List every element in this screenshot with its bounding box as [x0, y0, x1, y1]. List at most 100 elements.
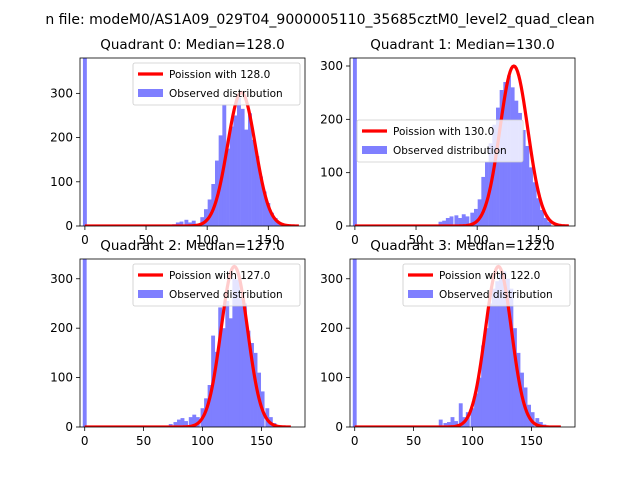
hist-bar [458, 403, 463, 427]
legend-box [132, 62, 301, 106]
x-tick-label: 150 [250, 434, 273, 448]
hist-bar [495, 281, 500, 427]
hist-bar [226, 148, 230, 226]
hist-bar [240, 108, 245, 226]
hist-bar [233, 115, 238, 226]
legend-box [402, 263, 571, 307]
hist-bar [518, 112, 522, 226]
legend-hist-label: Observed distribution [439, 289, 553, 301]
hist-bar [477, 377, 482, 427]
hist-bar [270, 212, 274, 226]
x-tick-label: 50 [408, 233, 423, 247]
legend-fit-label: Poission with 128.0 [169, 69, 270, 81]
hist-bar [447, 422, 451, 427]
legend-hist-swatch [138, 290, 163, 298]
hist-bar [229, 126, 234, 226]
hist-bar [454, 215, 459, 226]
hist-bar [514, 100, 519, 226]
x-tick-label: 100 [461, 434, 484, 448]
hist-bar [248, 113, 252, 226]
legend-fit-label: Poission with 127.0 [169, 270, 270, 282]
hist-bar [473, 208, 478, 226]
y-tick-label: 100 [50, 371, 73, 385]
hist-bar [450, 417, 455, 427]
legend: Poission with 127.0 Observed distribution [132, 263, 301, 307]
hist-bar [200, 217, 205, 226]
x-tick-label: 0 [81, 434, 89, 448]
hist-bar [255, 156, 260, 226]
hist-bar [188, 222, 193, 226]
hist-bar [207, 385, 212, 427]
figure-title: n file: modeM0/AS1A09_029T04_9000005110_… [45, 12, 594, 28]
hist-bar [438, 221, 443, 226]
hist-bar [184, 421, 188, 427]
hist-bar [203, 209, 208, 226]
y-tick-label: 0 [65, 420, 73, 434]
hist-bar [474, 393, 478, 427]
hist-bar [177, 419, 181, 427]
panel-title: Quadrant 2: Median=127.0 [100, 238, 284, 254]
hist-bar [179, 221, 184, 226]
hist-bar [175, 222, 180, 226]
x-tick-label: 100 [466, 233, 489, 247]
y-tick-label: 200 [320, 321, 343, 335]
hist-bar [445, 218, 450, 226]
legend-hist-swatch [408, 290, 433, 298]
hist-bar [191, 220, 196, 226]
hist-bar [192, 414, 197, 427]
x-tick-label: 0 [81, 233, 89, 247]
hist-bar [266, 203, 271, 226]
hist-bar [470, 212, 475, 226]
hist-bar [465, 216, 470, 226]
legend-fit-label: Poission with 130.0 [393, 126, 494, 138]
hist-bar [207, 199, 212, 226]
legend-box [132, 263, 301, 307]
hist-bar [491, 288, 496, 427]
hist-bar [521, 130, 526, 226]
hist-bar [458, 218, 463, 226]
hist-bar [244, 129, 249, 226]
hist-bar [184, 219, 189, 226]
hist-bar [242, 303, 247, 427]
hist-bar [221, 328, 226, 427]
panel-title: Quadrant 0: Median=128.0 [100, 37, 284, 53]
hist-bar [454, 421, 458, 427]
hist-bar [547, 221, 552, 226]
x-tick-label: 0 [351, 434, 359, 448]
hist-bar [442, 220, 447, 226]
y-tick-label: 300 [50, 272, 73, 286]
hist-bar [538, 422, 543, 427]
x-tick-label: 150 [520, 434, 543, 448]
fit-curve [84, 90, 300, 226]
y-tick-label: 300 [50, 86, 73, 100]
hist-bar [449, 216, 454, 226]
fit-curve [354, 264, 562, 427]
axes-frame [79, 57, 306, 227]
legend: Poission with 130.0 Observed distribution [356, 119, 524, 163]
x-tick-label: 100 [196, 233, 219, 247]
hist-bar [516, 352, 521, 427]
y-tick-label: 100 [320, 371, 343, 385]
hist-bar-spike [352, 259, 357, 427]
axes-frame [79, 258, 306, 428]
hist-bar [529, 167, 533, 226]
hist-bar [262, 191, 267, 226]
hist-bar [543, 218, 548, 226]
legend: Poission with 128.0 Observed distribution [132, 62, 301, 106]
hist-bar [498, 273, 503, 427]
legend-box [356, 119, 524, 163]
axes-frame [349, 57, 576, 227]
y-tick-label: 200 [320, 112, 343, 126]
x-tick-label: 0 [351, 233, 359, 247]
hist-bar-spike [82, 259, 87, 427]
hist-bar [259, 176, 263, 226]
hist-bar [477, 199, 482, 226]
legend-hist-label: Observed distribution [393, 145, 507, 157]
hist-bar [484, 328, 489, 427]
hist-bar-spike [82, 58, 87, 226]
hist-bar [535, 418, 540, 427]
hist-bar [173, 422, 178, 427]
y-tick-label: 0 [335, 420, 343, 434]
y-tick-label: 200 [50, 321, 73, 335]
